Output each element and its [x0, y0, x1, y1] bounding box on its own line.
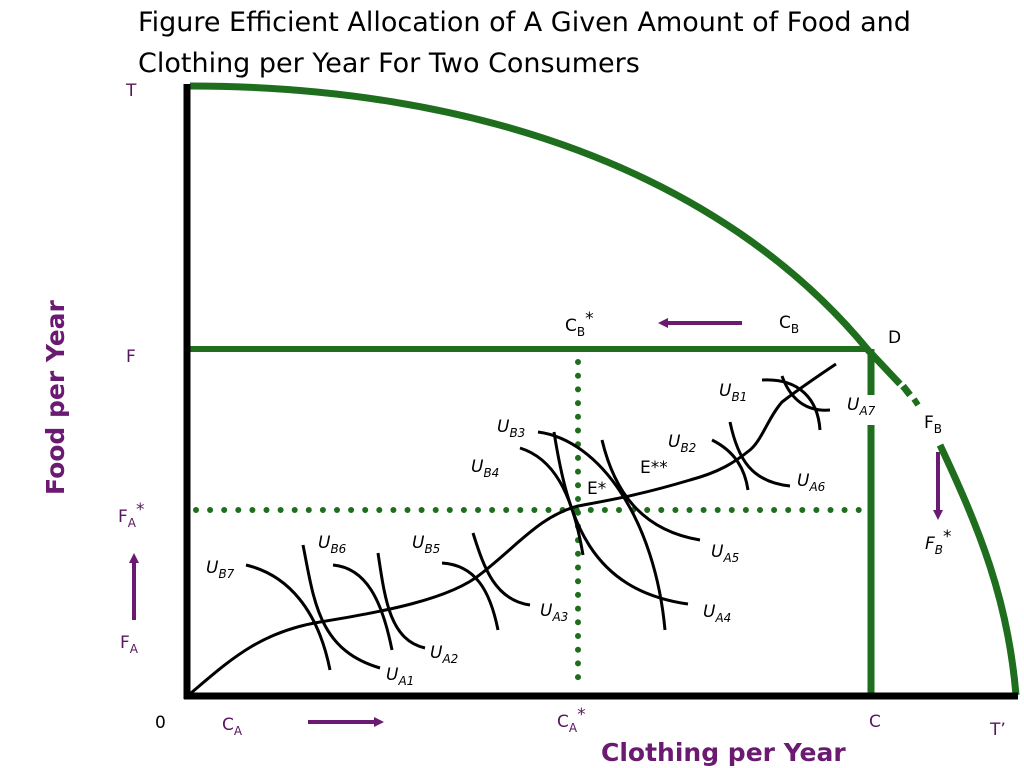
label-CA-star: CA*	[557, 705, 586, 735]
curve-UB3	[537, 430, 667, 631]
label-FB: FB	[924, 413, 942, 436]
curve-UA6	[728, 421, 791, 488]
curve-UB5	[441, 561, 500, 631]
label-UB4: UB4	[471, 457, 499, 480]
production-possibilities-frontier	[189, 82, 1020, 696]
label-FA: FA	[120, 633, 139, 656]
curve-UB6	[332, 563, 394, 651]
label-FB-star: FB*	[925, 527, 952, 557]
frontier-lower-arc	[936, 443, 1020, 696]
label-F: F	[126, 347, 136, 367]
label-UB1: UB1	[719, 381, 747, 404]
label-origin: 0	[155, 713, 166, 733]
label-T-prime: T’	[989, 720, 1006, 740]
curve-UA3	[471, 532, 531, 607]
label-CA: CA	[222, 715, 243, 738]
figure-title: Figure Efficient Allocation of A Given A…	[138, 2, 998, 84]
curve-UA4	[552, 431, 689, 606]
label-UA4: UA4	[703, 602, 731, 625]
label-CB-star: CB*	[565, 309, 594, 339]
label-UA6: UA6	[797, 471, 826, 494]
label-UA5: UA5	[711, 542, 739, 565]
frontier-tick-2	[911, 397, 921, 407]
label-UB6: UB6	[318, 533, 347, 556]
frontier-upper-arc	[189, 82, 903, 387]
x-axis-title: Clothing per Year	[601, 738, 846, 767]
label-FA-star: FA*	[118, 500, 145, 530]
curve-UB7	[245, 563, 332, 671]
figure-title-line-1: Figure Efficient Allocation of A Given A…	[138, 7, 911, 38]
label-UA2: UA2	[430, 643, 458, 666]
label-D: D	[888, 328, 901, 348]
y-axis-title: Food per Year	[41, 299, 70, 495]
label-T: T	[125, 81, 137, 101]
curve-UB2	[711, 438, 750, 491]
label-UB7: UB7	[206, 558, 235, 581]
curve-UA2	[376, 552, 426, 650]
curve-UB4	[519, 446, 585, 556]
label-UA1: UA1	[386, 665, 414, 688]
label-CB: CB	[779, 313, 799, 336]
label-C: C	[869, 712, 881, 732]
label-UA3: UA3	[540, 601, 568, 624]
contract-curve	[190, 362, 837, 695]
figure-title-line-2: Clothing per Year For Two Consumers	[138, 48, 640, 79]
curve-UB1	[761, 378, 822, 431]
label-UB2: UB2	[668, 432, 696, 455]
frontier-tick-1	[900, 383, 913, 398]
curve-UA5	[600, 439, 701, 542]
consumer-B-indifference-curves	[245, 378, 822, 671]
label-E-star: E*	[587, 479, 606, 499]
label-UB5: UB5	[412, 533, 440, 556]
curve-UA1	[301, 544, 381, 670]
label-UA7: UA7	[847, 395, 876, 418]
label-E-double-star: E**	[640, 458, 668, 478]
consumer-A-indifference-curves	[301, 375, 831, 670]
label-UB3: UB3	[497, 417, 525, 440]
